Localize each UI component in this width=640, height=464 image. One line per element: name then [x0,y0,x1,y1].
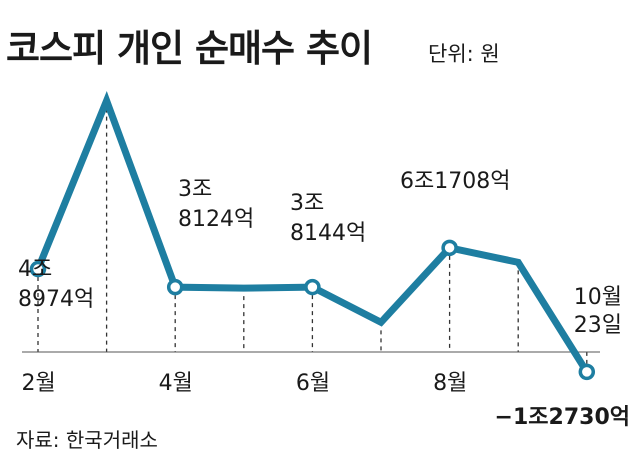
data-marker [166,278,184,296]
data-label: −1조2730억 [495,405,630,430]
data-label: 8144억 [290,221,366,246]
x-tick-label: 8월 [433,371,467,396]
data-label: 6조1708억 [400,169,510,194]
data-label: 8974억 [18,287,94,312]
data-label: 3조 [290,191,324,216]
x-tick-labels: 2월 4월 6월 8월 [21,371,467,396]
data-marker [441,239,458,257]
chart-title: 코스피 개인 순매수 추이 [6,27,373,70]
data-label: 4조 [18,257,52,282]
data-label: 8124억 [178,207,254,232]
end-date-label-line: 23일 [574,313,622,338]
data-labels: 4조 8974억 3조 8124억 3조 8144억 6조1708억 −1조2730억 [18,169,630,430]
x-tick-label: 4월 [159,371,193,396]
data-markers [29,239,596,381]
grid-lines [37,108,588,380]
data-marker [578,363,596,381]
x-tick-label: 6월 [296,371,330,396]
source-label: 자료: 한국거래소 [16,428,158,452]
data-label: 3조 [178,177,212,202]
data-marker [29,260,47,278]
unit-label: 단위: 원 [428,42,500,66]
end-date-label-line: 10월 [574,285,622,310]
data-marker [304,278,321,296]
x-tick-label: 2월 [21,371,55,396]
